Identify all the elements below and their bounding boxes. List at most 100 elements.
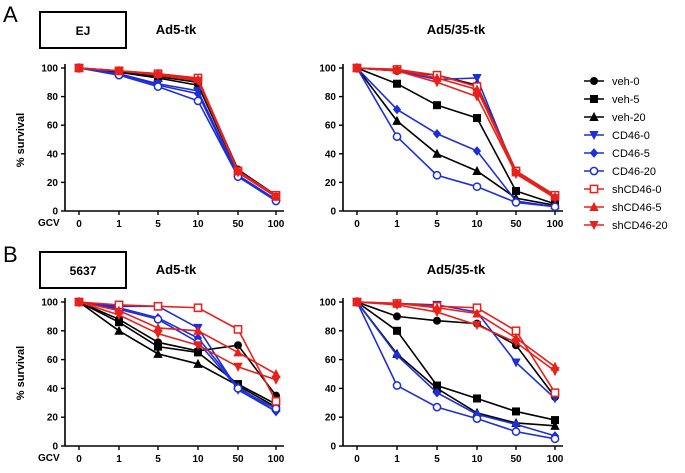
series-veh-5 bbox=[352, 64, 560, 208]
legend-label: veh-5 bbox=[612, 94, 640, 106]
y-tick-label: 60 bbox=[47, 355, 59, 366]
legend-item-veh-20: veh-20 bbox=[584, 111, 646, 124]
y-tick-label: 100 bbox=[41, 298, 58, 309]
data-point-shCD46-0 bbox=[193, 303, 203, 313]
data-point-shCD46-0 bbox=[233, 325, 243, 334]
legend-marker-veh-0 bbox=[590, 77, 599, 86]
data-point-shCD46-0 bbox=[153, 301, 163, 311]
data-point-shCD46-20 bbox=[233, 168, 243, 178]
series-shCD46-20 bbox=[352, 64, 560, 204]
data-point-shCD46-20 bbox=[74, 64, 84, 74]
chart-title-a-ad535: Ad5/35-tk bbox=[427, 22, 486, 37]
data-point-shCD46-20 bbox=[550, 194, 560, 204]
series-veh-20 bbox=[352, 62, 560, 210]
x-tick-label: 0 bbox=[354, 219, 360, 230]
data-point-veh-5 bbox=[472, 394, 481, 403]
data-point-CD46-0 bbox=[472, 74, 482, 84]
legend-item-CD46-20: CD46-20 bbox=[584, 166, 656, 178]
cell-line-box-a: EJ bbox=[39, 11, 127, 49]
data-point-CD46-20 bbox=[193, 96, 203, 106]
data-point-CD46-20 bbox=[432, 402, 442, 412]
y-tick-label: 100 bbox=[319, 64, 336, 75]
data-point-shCD46-5 bbox=[233, 347, 243, 357]
legend-label: CD46-5 bbox=[612, 148, 650, 160]
y-tick-label: 40 bbox=[47, 384, 59, 395]
series-shCD46-0 bbox=[352, 63, 560, 200]
series-CD46-20 bbox=[352, 63, 560, 212]
data-point-shCD46-20 bbox=[352, 64, 362, 74]
series-line-veh-20 bbox=[356, 67, 556, 207]
y-tick-label: 80 bbox=[47, 326, 59, 337]
data-point-CD46-20 bbox=[550, 434, 560, 444]
series-line-CD46-20 bbox=[78, 301, 277, 410]
data-point-shCD46-0 bbox=[550, 388, 560, 398]
legend-marker-CD46-0 bbox=[589, 130, 599, 141]
data-point-CD46-5 bbox=[432, 387, 442, 398]
data-point-shCD46-20 bbox=[114, 310, 124, 321]
data-point-shCD46-20 bbox=[193, 341, 203, 351]
series-line-CD46-0 bbox=[78, 67, 277, 201]
legend-marker-veh-20 bbox=[589, 111, 599, 121]
chart-b-ad535-tk: 0 20 40 60 80 100 0 1 5 10 50 100 bbox=[319, 296, 564, 465]
data-point-CD46-20 bbox=[392, 132, 402, 141]
legend-label: veh-20 bbox=[612, 112, 646, 124]
series-line-veh-5 bbox=[356, 301, 556, 421]
data-point-veh-20 bbox=[432, 148, 442, 158]
x-tick-label: 50 bbox=[510, 454, 522, 465]
legend-marker-CD46-20 bbox=[589, 166, 599, 176]
x-tick-label: 100 bbox=[547, 454, 564, 465]
data-point-shCD46-20 bbox=[550, 367, 560, 377]
data-point-CD46-5 bbox=[392, 104, 402, 115]
legend-label: shCD46-0 bbox=[612, 184, 662, 196]
data-point-veh-20 bbox=[392, 115, 402, 125]
series-line-shCD46-0 bbox=[356, 67, 556, 196]
legend-item-shCD46-20: shCD46-20 bbox=[584, 220, 668, 232]
y-tick-label: 0 bbox=[330, 207, 336, 218]
series-line-CD46-5 bbox=[356, 301, 556, 437]
x-tick-label: 0 bbox=[76, 219, 82, 230]
data-point-shCD46-20 bbox=[153, 71, 163, 81]
series-line-veh-5 bbox=[78, 301, 277, 405]
data-point-CD46-20 bbox=[392, 381, 402, 390]
data-point-shCD46-20 bbox=[153, 329, 163, 339]
series-shCD46-20 bbox=[74, 64, 281, 202]
y-tick-label: 40 bbox=[325, 384, 337, 395]
series-line-shCD46-20 bbox=[356, 301, 556, 372]
x-tick-label: 1 bbox=[394, 219, 400, 230]
data-point-CD46-20 bbox=[271, 404, 281, 413]
x-tick-label: 10 bbox=[471, 454, 483, 465]
legend-marker-shCD46-20 bbox=[589, 220, 599, 231]
x-tick-label: 100 bbox=[268, 454, 285, 465]
x-tick-label: 100 bbox=[547, 219, 564, 230]
data-point-veh-20 bbox=[472, 165, 482, 175]
data-point-shCD46-20 bbox=[271, 192, 281, 202]
series-line-shCD46-20 bbox=[78, 67, 277, 198]
x-tick-label: 50 bbox=[232, 219, 244, 230]
data-point-shCD46-20 bbox=[352, 297, 362, 308]
legend-item-veh-0: veh-0 bbox=[584, 76, 640, 88]
y-tick-label: 40 bbox=[325, 149, 337, 160]
legend-item-shCD46-0: shCD46-0 bbox=[584, 184, 662, 196]
legend-marker-shCD46-0 bbox=[589, 184, 599, 194]
series-shCD46-5 bbox=[74, 296, 281, 379]
y-tick-label: 80 bbox=[325, 326, 337, 337]
y-tick-label: 100 bbox=[319, 298, 336, 309]
series-line-CD46-20 bbox=[356, 301, 556, 440]
series-line-CD46-5 bbox=[356, 67, 556, 208]
y-axis-label-b: % survival bbox=[15, 346, 27, 400]
data-point-shCD46-20 bbox=[472, 92, 482, 102]
data-point-shCD46-20 bbox=[271, 375, 281, 385]
y-tick-label: 60 bbox=[325, 121, 337, 132]
data-point-CD46-5 bbox=[392, 350, 402, 361]
x-tick-label: 10 bbox=[192, 454, 204, 465]
data-point-shCD46-20 bbox=[472, 321, 482, 331]
legend-item-shCD46-5: shCD46-5 bbox=[584, 201, 662, 214]
data-point-shCD46-20 bbox=[114, 66, 124, 76]
data-point-shCD46-5 bbox=[472, 308, 482, 318]
legend-label: shCD46-5 bbox=[612, 202, 662, 214]
data-point-veh-5 bbox=[392, 326, 401, 335]
series-line-veh-0 bbox=[78, 301, 277, 397]
data-point-CD46-0 bbox=[511, 358, 521, 368]
legend-label: shCD46-20 bbox=[612, 220, 668, 232]
data-point-shCD46-20 bbox=[432, 78, 442, 88]
